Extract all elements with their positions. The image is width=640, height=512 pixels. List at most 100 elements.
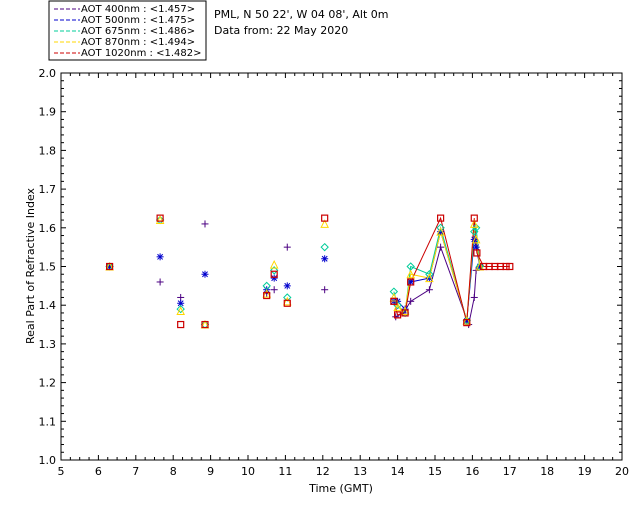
x-tick-label: 13 — [353, 465, 367, 478]
data-point — [262, 288, 272, 298]
ast-d2 — [177, 300, 184, 307]
data-point — [321, 286, 329, 294]
y-tick-label: 1.7 — [39, 183, 57, 196]
data-point — [390, 297, 398, 305]
y-tick-label: 1.8 — [39, 144, 57, 157]
data-point — [502, 262, 510, 271]
data-point — [407, 278, 415, 286]
data-point — [462, 316, 472, 325]
x-tick-label: 15 — [428, 465, 442, 478]
y-tick-label: 1.2 — [39, 377, 57, 390]
data-point — [269, 259, 279, 269]
data-point — [269, 266, 279, 275]
x-tick-label: 8 — [170, 465, 177, 478]
x-axis-label: Time (GMT) — [308, 482, 373, 495]
data-point — [425, 270, 434, 279]
data-point — [270, 270, 278, 278]
x-tick-label: 17 — [503, 465, 517, 478]
legend: AOT 400nm : <1.457>AOT 500nm : <1.475>AO… — [54, 4, 201, 59]
data-point — [321, 255, 329, 263]
data-point — [475, 261, 485, 271]
data-point — [106, 262, 114, 271]
x-tick-label: 14 — [391, 465, 405, 478]
info-date: Data from: 22 May 2020 — [214, 24, 348, 37]
x-tick-label: 11 — [278, 465, 292, 478]
axes: 5 6 7 8 9 10 11 12 13 14 15 16 17 18 19 20 1.0 1.1 1.2 1.3 1… — [39, 67, 630, 478]
x-tick-label: 7 — [132, 465, 139, 478]
data-point — [282, 296, 292, 306]
y-tick-label: 1.1 — [39, 415, 57, 428]
data-point — [155, 215, 165, 225]
plot-marks — [105, 214, 514, 329]
ast-d2 — [473, 244, 480, 251]
info-location: PML, N 50 22', W 04 08', Alt 0m — [214, 8, 388, 21]
data-point — [389, 292, 399, 302]
data-point — [201, 320, 209, 329]
data-point — [270, 286, 278, 294]
x-tick-label: 20 — [615, 465, 629, 478]
data-point — [283, 282, 291, 290]
data-point — [156, 278, 164, 286]
legend-entry: AOT 675nm : <1.486> — [81, 26, 195, 37]
series-0 — [106, 220, 484, 329]
y-tick-label: 1.9 — [39, 106, 57, 119]
x-tick-label: 18 — [540, 465, 554, 478]
data-point — [320, 219, 329, 228]
series-4 — [106, 214, 514, 329]
data-point — [437, 243, 445, 251]
data-point — [283, 293, 292, 302]
data-point — [471, 234, 481, 244]
data-point — [177, 320, 185, 329]
legend-box — [48, 0, 207, 61]
data-point — [263, 291, 271, 300]
series-3 — [105, 215, 485, 329]
data-point — [425, 273, 434, 283]
y-tick-label: 2.0 — [39, 67, 57, 80]
data-point — [320, 242, 329, 252]
data-point — [270, 274, 278, 282]
data-point — [471, 223, 481, 233]
data-point — [506, 262, 514, 271]
data-point — [392, 313, 400, 321]
x-tick-label: 12 — [316, 465, 330, 478]
y-tick-label: 1.5 — [39, 261, 57, 274]
data-point — [321, 214, 329, 222]
legend-entry: AOT 870nm : <1.494> — [81, 37, 195, 48]
data-point — [400, 306, 410, 316]
data-point — [470, 214, 478, 222]
x-tick-label: 19 — [578, 465, 592, 478]
series-1 — [106, 228, 484, 325]
data-point — [436, 223, 445, 233]
x-tick-label: 9 — [207, 465, 214, 478]
y-axis-label: Real Part of Refractive Index — [24, 187, 37, 344]
data-point — [437, 214, 445, 222]
data-point — [176, 304, 185, 314]
ast-d2 — [284, 282, 291, 289]
ast-d2 — [157, 253, 164, 260]
y-tick-label: 1.4 — [39, 299, 57, 312]
ast-d2 — [321, 255, 328, 262]
x-tick-label: 10 — [241, 465, 255, 478]
data-point — [401, 309, 409, 317]
x-tick-label: 16 — [465, 465, 479, 478]
data-point — [283, 299, 291, 307]
y-tick-label: 1.0 — [39, 454, 57, 467]
legend-entry: AOT 1020nm : <1.482> — [81, 48, 201, 59]
data-point — [470, 293, 478, 301]
data-point — [436, 227, 445, 236]
data-point — [156, 253, 164, 261]
data-point — [394, 311, 402, 319]
x-tick-label: 6 — [95, 465, 102, 478]
data-point — [393, 302, 402, 312]
data-point — [406, 269, 415, 279]
ast-d2 — [202, 271, 208, 278]
plot-frame — [60, 72, 623, 461]
data-point — [463, 319, 471, 327]
x-tick-label: 5 — [58, 465, 65, 478]
data-point — [425, 286, 433, 294]
data-point — [407, 278, 415, 286]
data-point — [201, 270, 209, 278]
data-point — [156, 214, 164, 222]
